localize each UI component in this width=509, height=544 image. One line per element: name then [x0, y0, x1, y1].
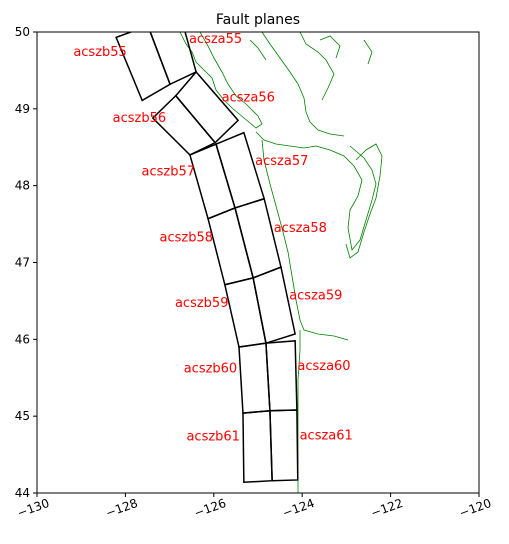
fault-label: acsza55 — [189, 32, 242, 47]
x-tick-label: −122 — [369, 496, 405, 520]
sound-coast — [255, 131, 377, 251]
fault-label: acszb61 — [186, 430, 240, 445]
y-tick-label: 44 — [15, 486, 30, 500]
y-tick-label: 49 — [15, 102, 30, 116]
fault-label: acszb60 — [184, 362, 238, 377]
x-tick-label: −126 — [192, 496, 228, 520]
fault-label: acszb55 — [73, 45, 127, 60]
fault-label: acsza56 — [222, 91, 275, 106]
fault-label: acsza60 — [297, 359, 350, 374]
fault-label: acsza59 — [289, 289, 342, 304]
fault-plane — [265, 340, 298, 412]
fault-plane — [252, 266, 297, 345]
chart-title: Fault planes — [216, 12, 300, 28]
y-tick-label: 46 — [15, 332, 30, 346]
fault-plane — [174, 70, 240, 144]
fault-plane — [269, 409, 299, 482]
fault-plane — [234, 197, 282, 279]
plot-area — [115, 32, 299, 484]
fault-label: acszb57 — [141, 164, 195, 179]
fault-label: acszb59 — [175, 296, 229, 311]
fault-plane — [238, 342, 271, 414]
fault-label: acszb56 — [113, 111, 167, 126]
fault-label: acsza58 — [274, 221, 327, 236]
fault-plane — [215, 131, 266, 209]
y-tick-label: 50 — [15, 25, 30, 39]
y-tick-label: 45 — [15, 409, 30, 423]
fault-label: acsza57 — [255, 154, 308, 169]
y-tick-label: 48 — [15, 179, 30, 193]
x-tick-label: −124 — [281, 496, 317, 520]
y-tick-label: 47 — [15, 256, 30, 270]
inlet-coast — [299, 32, 335, 101]
island-coast — [179, 32, 263, 129]
fault-label: acszb58 — [160, 230, 214, 245]
fault-plane — [149, 32, 198, 86]
fault-plane — [242, 409, 273, 484]
islands — [249, 35, 373, 65]
fault-label: acsza61 — [300, 428, 353, 443]
fault-plane — [207, 206, 255, 286]
x-tick-label: −120 — [457, 496, 493, 520]
coastline — [179, 32, 383, 493]
x-tick-label: −128 — [104, 496, 140, 520]
mainland-coast — [261, 32, 345, 137]
sound-coast-east — [345, 143, 383, 259]
fault-plane — [189, 143, 236, 220]
